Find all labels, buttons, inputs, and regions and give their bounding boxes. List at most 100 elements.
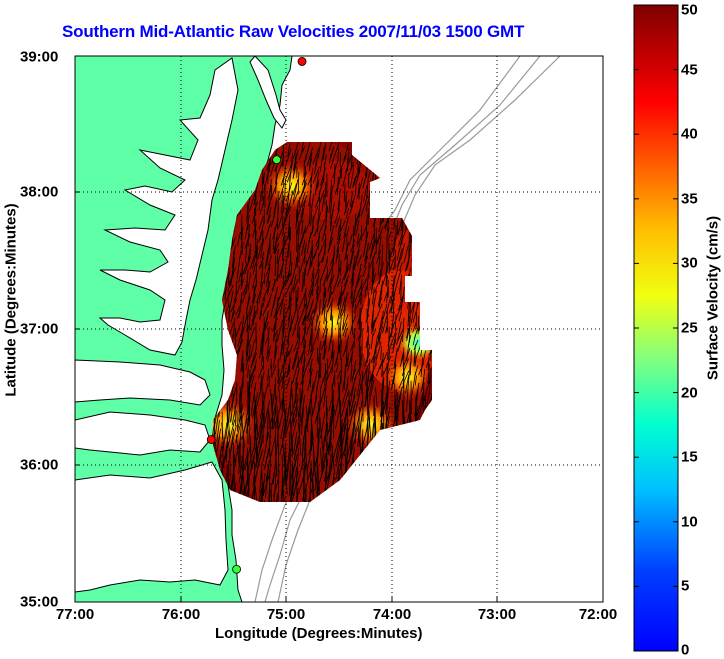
velocity-vector bbox=[342, 344, 348, 357]
velocity-vector bbox=[349, 206, 353, 215]
velocity-vector bbox=[328, 191, 332, 214]
axis-ticks bbox=[75, 191, 498, 602]
velocity-vector bbox=[331, 350, 335, 374]
velocity-vector bbox=[278, 364, 284, 383]
velocity-vector bbox=[353, 167, 360, 187]
velocity-vector bbox=[280, 418, 285, 439]
velocity-vector bbox=[328, 236, 334, 252]
velocity-vector bbox=[249, 314, 257, 331]
velocity-vector bbox=[339, 309, 342, 319]
velocity-vector bbox=[324, 461, 333, 487]
velocity-vector bbox=[352, 176, 356, 188]
velocity-vector bbox=[346, 356, 348, 368]
velocity-vector bbox=[308, 496, 312, 502]
velocity-vector bbox=[394, 314, 397, 330]
velocity-vector bbox=[415, 311, 418, 329]
velocity-vector bbox=[339, 218, 342, 239]
velocity-vector bbox=[254, 388, 262, 413]
velocity-vector bbox=[267, 280, 271, 295]
velocity-vector bbox=[280, 285, 284, 295]
velocity-vector bbox=[310, 239, 313, 258]
velocity-vector bbox=[306, 488, 313, 502]
velocity-vector bbox=[288, 287, 293, 311]
velocity-vector bbox=[368, 374, 374, 398]
velocity-vector bbox=[259, 398, 265, 419]
colorbar bbox=[633, 4, 679, 652]
velocity-vector bbox=[322, 320, 328, 339]
velocity-vector bbox=[342, 322, 348, 337]
velocity-vector bbox=[337, 196, 341, 210]
velocity-vector bbox=[355, 219, 360, 236]
velocity-vector bbox=[395, 304, 402, 321]
velocity-vector bbox=[292, 190, 299, 205]
velocity-vector bbox=[393, 351, 398, 365]
velocity-vector bbox=[286, 170, 292, 183]
velocity-vector bbox=[349, 244, 355, 267]
velocity-vector bbox=[363, 185, 368, 203]
velocity-vector bbox=[282, 236, 286, 261]
velocity-vector bbox=[368, 405, 372, 441]
velocity-vector bbox=[290, 484, 293, 502]
velocity-vector bbox=[307, 368, 313, 391]
velocity-vector bbox=[314, 471, 319, 492]
velocity-vector bbox=[323, 381, 327, 408]
velocity-vector bbox=[226, 465, 230, 487]
velocity-vector bbox=[241, 226, 244, 240]
velocity-vector bbox=[319, 374, 326, 390]
velocity-vector bbox=[291, 484, 297, 502]
velocity-vector bbox=[399, 262, 403, 272]
velocity-vector bbox=[239, 381, 243, 414]
velocity-vector bbox=[356, 298, 361, 309]
colorbar-tick-label: 25 bbox=[681, 319, 698, 337]
velocity-vector bbox=[350, 365, 353, 381]
colorbar-tick-label: 20 bbox=[681, 384, 698, 402]
velocity-vector bbox=[367, 292, 370, 307]
velocity-vector bbox=[307, 280, 314, 297]
velocity-vector bbox=[382, 269, 388, 286]
velocity-vector bbox=[309, 202, 311, 223]
velocity-vector bbox=[259, 461, 263, 493]
velocity-vector bbox=[382, 377, 385, 390]
velocity-vector bbox=[399, 356, 404, 368]
velocity-vector bbox=[285, 350, 290, 361]
velocity-vector bbox=[258, 257, 264, 270]
velocity-vector bbox=[278, 387, 281, 409]
velocity-vector bbox=[395, 328, 404, 346]
velocity-vector bbox=[314, 261, 321, 279]
velocity-vector bbox=[412, 334, 416, 346]
velocity-vector bbox=[329, 153, 332, 164]
velocity-vector bbox=[238, 272, 242, 284]
velocity-vector bbox=[375, 231, 382, 246]
velocity-vector bbox=[332, 431, 341, 462]
velocity-vector bbox=[300, 411, 304, 435]
velocity-vector bbox=[222, 422, 228, 452]
velocity-vector bbox=[247, 365, 249, 378]
velocity-vector bbox=[312, 166, 320, 184]
velocity-vector bbox=[287, 327, 291, 344]
velocity-vector bbox=[268, 188, 272, 198]
velocity-vector bbox=[323, 303, 326, 325]
velocity-vector bbox=[396, 392, 402, 418]
velocity-vector bbox=[298, 256, 305, 276]
delaware-bay bbox=[249, 56, 287, 129]
velocity-vector bbox=[222, 442, 229, 466]
velocity-vector bbox=[306, 443, 313, 473]
velocity-vector bbox=[275, 298, 284, 318]
velocity-vector bbox=[342, 308, 346, 331]
velocity-vector bbox=[387, 286, 389, 298]
velocity-vector bbox=[327, 278, 332, 292]
velocity-vector bbox=[284, 178, 286, 201]
velocity-vector bbox=[317, 329, 320, 340]
velocity-vector bbox=[403, 245, 409, 263]
velocity-vector bbox=[340, 423, 347, 452]
velocity-vector bbox=[305, 351, 313, 371]
velocity-vector bbox=[389, 327, 398, 348]
velocity-vector bbox=[370, 319, 375, 335]
colorbar-tick-label: 50 bbox=[681, 1, 698, 19]
velocity-vector bbox=[378, 333, 382, 345]
velocity-vector bbox=[301, 142, 304, 152]
velocity-vector bbox=[264, 321, 269, 331]
velocity-vector bbox=[358, 278, 367, 299]
velocity-vector bbox=[386, 279, 389, 303]
